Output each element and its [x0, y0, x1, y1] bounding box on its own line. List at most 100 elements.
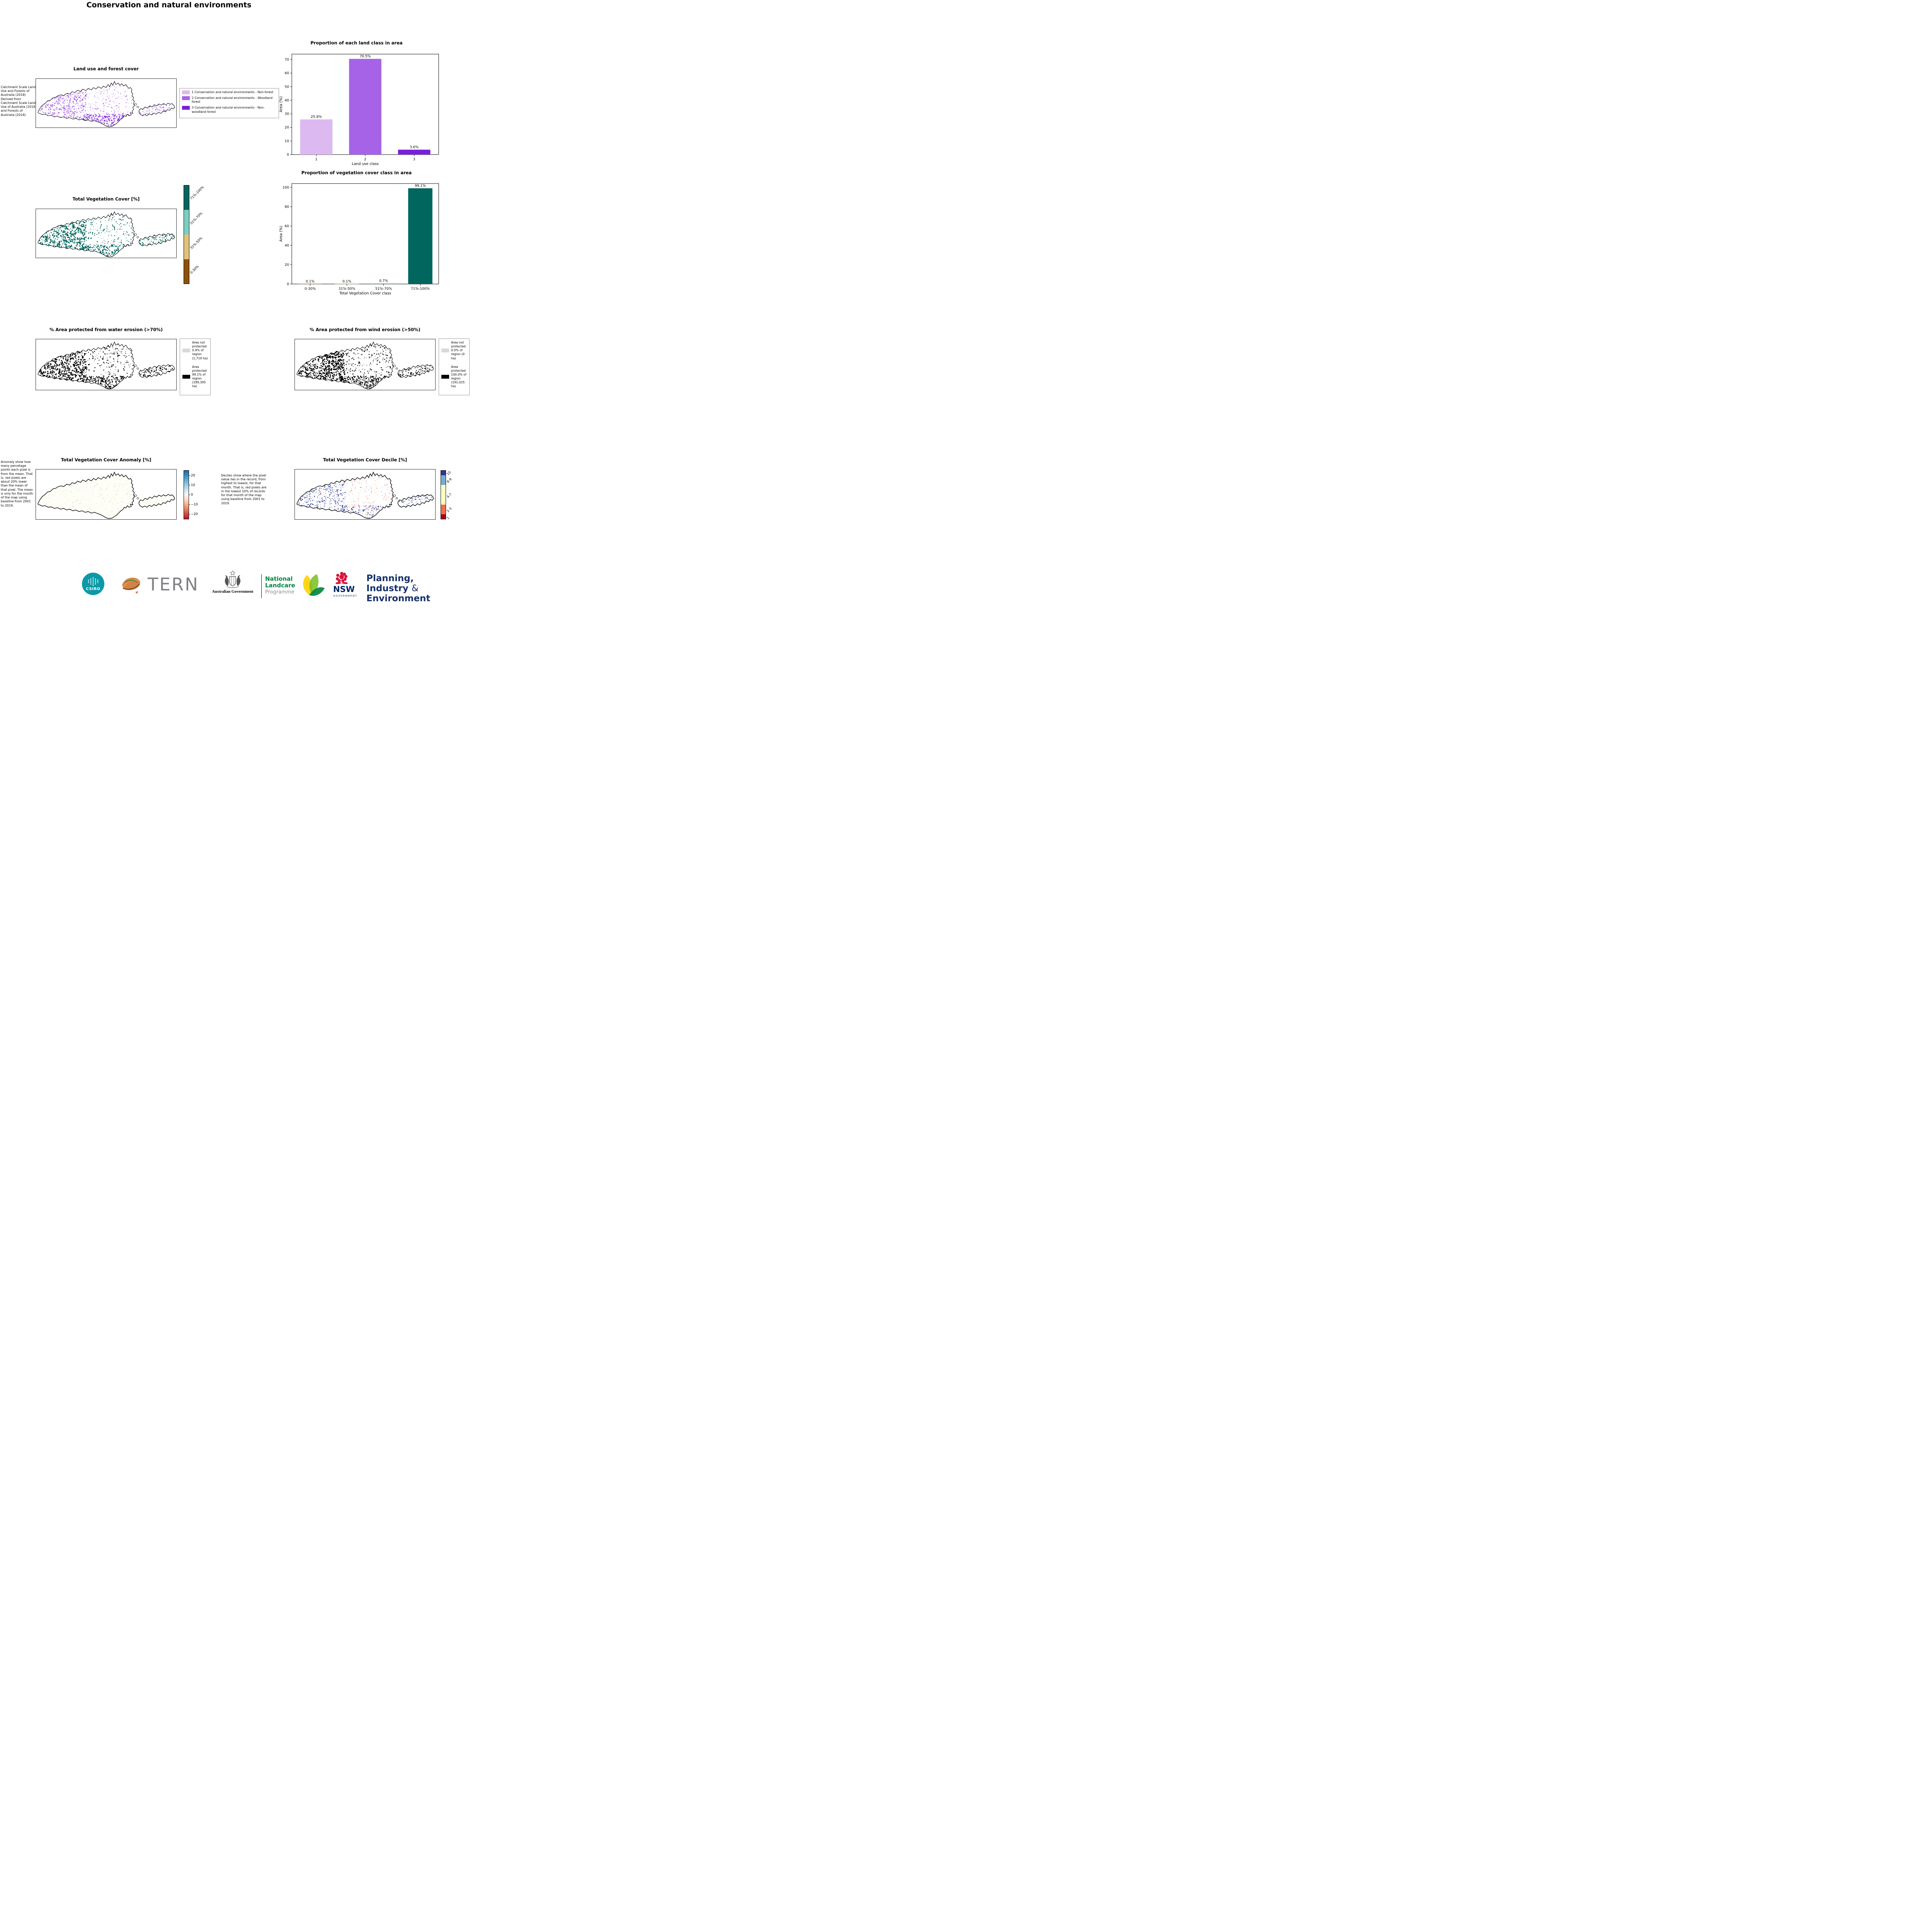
water-erosion-map-title: % Area protected from water erosion (>70…: [49, 327, 163, 332]
y-tick-label: 20: [285, 126, 289, 130]
land-use-legend: 1 Conservation and natural environments …: [179, 88, 279, 118]
wind-erosion-map-canvas: [296, 341, 434, 389]
legend-label: 2 Conservation and natural environments …: [192, 96, 273, 104]
colorbar-label: 2-3: [446, 507, 453, 514]
dpie-line3: Environment: [366, 594, 431, 604]
bar-value-label: 70.5%: [360, 54, 371, 58]
landcare-line1: National: [265, 575, 293, 582]
y-tick-label: 40: [285, 244, 289, 248]
x-tick-label: 1: [315, 158, 317, 162]
dpie-line2: Industry &: [366, 583, 430, 594]
anomaly-note: Anomaly show how many percetage points e…: [1, 460, 33, 507]
anomaly-map: [36, 469, 177, 520]
land-class-bar-chart: 0 10 20 30 40 50 60 70 25.9% 1 70.5% 2 3.6% 3 Land use…: [271, 46, 443, 167]
landcare-line2: Landcare: [265, 582, 295, 589]
x-tick-label: 3: [413, 158, 415, 162]
x-tick-label: 31%-50%: [339, 287, 356, 291]
colorbar-segment: [184, 259, 189, 284]
dpie-logo-text: Planning, Industry & Environment: [366, 573, 430, 604]
legend-label: 3 Conservation and natural environments …: [192, 106, 265, 114]
legend-swatch-icon: [441, 375, 449, 379]
report-page: Conservation and natural environments La…: [0, 0, 471, 606]
anomaly-map-title: Total Vegetation Cover Anomaly [%]: [61, 457, 152, 463]
y-tick-label: 60: [285, 71, 289, 75]
decile-map-canvas: [296, 471, 434, 519]
landcare-line3: Programme: [265, 589, 294, 595]
water-erosion-map: [36, 339, 177, 390]
legend-swatch-icon: [441, 349, 449, 353]
x-axis-label: Total Vegetation Cover class: [339, 291, 391, 296]
footer-logos: CSIRO TERN Australian Government Nationa…: [0, 568, 471, 606]
wind-erosion-map-title: % Area protected from wind erosion (>50%…: [310, 327, 420, 332]
bar-value-label: 0.7%: [379, 279, 388, 283]
colorbar-segment: [441, 470, 446, 475]
y-tick-label: 50: [285, 85, 289, 89]
legend-label: Area protected 100.0% of region (191,025…: [451, 365, 466, 388]
colorbar-segment: [441, 475, 446, 485]
land-use-map: [36, 78, 177, 128]
y-tick-label: 0: [287, 153, 289, 157]
csiro-waves-icon: [88, 577, 99, 586]
colorbar-tick-label: 0: [191, 493, 193, 497]
land-class-chart-title: Proportion of each land class in area: [310, 40, 403, 46]
tern-logo-label: TERN: [148, 574, 199, 595]
colorbar-label: 10: [446, 470, 452, 476]
x-tick-label: 0-30%: [305, 287, 316, 291]
bar-value-label: 0.1%: [306, 280, 315, 284]
y-tick-label: 20: [285, 263, 289, 267]
legend-item: 2 Conservation and natural environments …: [182, 96, 276, 104]
australian-government-crest-icon: [225, 570, 241, 588]
bar-chart-canvas: 0 20 40 60 80 100 0.1% 0-30% 0.1% 31%-50% 0.7% 51%-…: [279, 183, 439, 296]
colorbar-segment: [184, 210, 189, 235]
land-use-source-note: Catchment Scale Land Use and Forests of …: [1, 85, 37, 117]
anomaly-colorbar: 20 10 0 −10 −20: [184, 470, 198, 519]
wind-erosion-map: [294, 339, 436, 390]
veg-cover-map: [36, 209, 177, 258]
colorbar-label: 8-9: [446, 477, 453, 484]
legend-item: 1 Conservation and natural environments …: [182, 90, 276, 94]
legend-label: Area protected 99.1% of region (189,305 …: [192, 365, 207, 388]
colorbar-label: 71%-100%: [189, 185, 205, 201]
veg-class-bar-chart: 0 20 40 60 80 100 0.1% 0-30% 0.1% 31%-50% 0.7% 51%-…: [271, 176, 443, 296]
national-landcare-logo-text: National Landcare Programme: [265, 576, 295, 595]
colorbar-segment: [441, 514, 446, 519]
tern-australia-icon: [122, 577, 140, 594]
y-tick-label: 80: [285, 205, 289, 209]
legend-swatch-icon: [182, 90, 190, 94]
legend-swatch-icon: [182, 349, 190, 353]
colorbar-segment: [441, 485, 446, 505]
landcare-leaves-icon: [303, 574, 325, 596]
anomaly-map-canvas: [37, 471, 175, 519]
bar-chart-canvas: 0 10 20 30 40 50 60 70 25.9% 1 70.5% 2 3.6% 3 Land use…: [279, 54, 439, 166]
colorbar-label: 1: [446, 516, 451, 520]
x-axis-label: Land use class: [352, 162, 379, 166]
legend-item: Area protected 100.0% of region (191,025…: [441, 365, 467, 389]
water-erosion-map-canvas: [37, 341, 175, 389]
legend-label: 1 Conservation and natural environments …: [192, 90, 274, 94]
legend-item: Area not protected 0.0% of region (0 ha): [441, 341, 467, 361]
csiro-logo-label: CSIRO: [86, 587, 100, 591]
veg-cover-colorbar: 71%-100% 51%-70% 31%-50% 0-30%: [184, 185, 205, 284]
legend-label: Area not protected 0.0% of region (0 ha): [451, 341, 466, 360]
colorbar-segment: [184, 235, 189, 259]
legend-item: 3 Conservation and natural environments …: [182, 106, 276, 114]
bar: [408, 188, 432, 284]
y-tick-label: 30: [285, 112, 289, 116]
bar: [371, 283, 396, 284]
veg-class-chart-title: Proportion of vegetation cover class in …: [301, 170, 412, 175]
dpie-line1: Planning,: [366, 573, 414, 583]
bar-value-label: 3.6%: [410, 145, 419, 149]
y-tick-label: 0: [287, 282, 289, 286]
x-tick-label: 2: [364, 158, 366, 162]
colorbar-frame: [184, 185, 189, 284]
footer-divider: [261, 574, 262, 598]
colorbar-frame: [441, 470, 446, 519]
bar-value-label: 99.1%: [415, 184, 426, 188]
dpie-line2-word: Industry: [366, 583, 409, 594]
veg-cover-map-canvas: [37, 211, 175, 257]
colorbar-label: 0-30%: [189, 265, 200, 275]
y-axis-label: Area (%): [279, 96, 283, 112]
y-tick-label: 100: [283, 186, 289, 190]
decile-note: Deciles show where the pixel value lies …: [221, 474, 267, 505]
y-tick-label: 60: [285, 224, 289, 228]
